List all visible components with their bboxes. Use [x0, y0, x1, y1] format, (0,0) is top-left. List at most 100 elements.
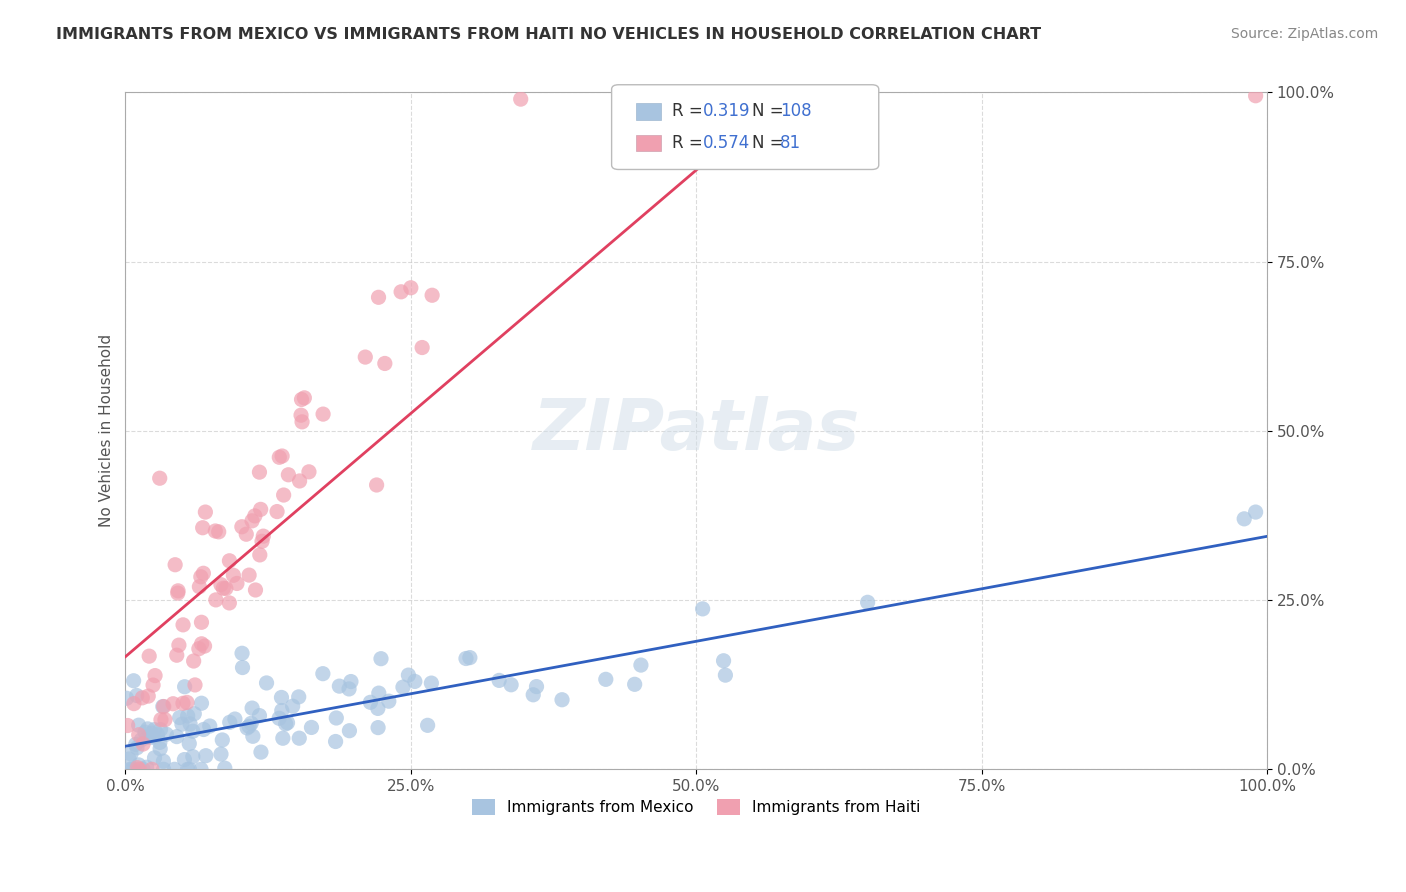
- Immigrants from Haiti: [218, 554, 240, 568]
- Immigrants from Mexico: [301, 721, 323, 735]
- Immigrants from Haiti: [191, 521, 214, 535]
- Immigrants from Haiti: [269, 450, 291, 465]
- Immigrants from Mexico: [125, 689, 148, 703]
- Immigrants from Haiti: [509, 92, 531, 106]
- Immigrants from Mexico: [526, 680, 548, 694]
- Immigrants from Mexico: [209, 747, 232, 761]
- Immigrants from Mexico: [367, 701, 389, 715]
- Immigrants from Mexico: [236, 721, 259, 735]
- Immigrants from Mexico: [240, 716, 263, 731]
- Immigrants from Haiti: [231, 520, 253, 534]
- Immigrants from Haiti: [205, 593, 228, 607]
- Immigrants from Mexico: [211, 733, 233, 747]
- Immigrants from Mexico: [176, 762, 198, 776]
- Immigrants from Haiti: [172, 618, 194, 632]
- Immigrants from Mexico: [231, 646, 253, 660]
- Text: N =: N =: [752, 134, 789, 152]
- Immigrants from Mexico: [240, 701, 263, 715]
- Immigrants from Mexico: [179, 717, 201, 731]
- Immigrants from Haiti: [245, 582, 267, 597]
- Immigrants from Mexico: [136, 731, 159, 745]
- Immigrants from Mexico: [238, 719, 260, 733]
- Immigrants from Haiti: [167, 638, 190, 652]
- Immigrants from Haiti: [266, 505, 288, 519]
- Immigrants from Mexico: [125, 738, 148, 752]
- Immigrants from Mexico: [143, 723, 166, 737]
- Immigrants from Mexico: [115, 691, 138, 706]
- Immigrants from Haiti: [243, 508, 266, 523]
- Immigrants from Mexico: [256, 676, 278, 690]
- Immigrants from Haiti: [132, 737, 155, 751]
- Immigrants from Haiti: [184, 678, 207, 692]
- Immigrants from Mexico: [714, 668, 737, 682]
- Immigrants from Mexico: [136, 722, 159, 736]
- Immigrants from Haiti: [128, 728, 150, 742]
- Immigrants from Mexico: [125, 740, 148, 755]
- Immigrants from Mexico: [190, 762, 212, 776]
- Immigrants from Haiti: [290, 392, 312, 407]
- Immigrants from Haiti: [122, 697, 145, 711]
- Immigrants from Haiti: [290, 408, 312, 422]
- Text: 0.319: 0.319: [703, 103, 751, 120]
- Immigrants from Haiti: [249, 548, 271, 562]
- Immigrants from Mexico: [194, 748, 217, 763]
- Immigrants from Mexico: [141, 726, 163, 740]
- Immigrants from Haiti: [149, 713, 172, 727]
- Text: IMMIGRANTS FROM MEXICO VS IMMIGRANTS FROM HAITI NO VEHICLES IN HOUSEHOLD CORRELA: IMMIGRANTS FROM MEXICO VS IMMIGRANTS FRO…: [56, 27, 1042, 42]
- Immigrants from Mexico: [128, 718, 150, 732]
- Immigrants from Mexico: [287, 690, 309, 704]
- Immigrants from Mexico: [163, 762, 186, 776]
- Text: Source: ZipAtlas.com: Source: ZipAtlas.com: [1230, 27, 1378, 41]
- Immigrants from Mexico: [416, 718, 439, 732]
- Immigrants from Mexico: [250, 745, 273, 759]
- Immigrants from Haiti: [240, 514, 263, 528]
- Immigrants from Haiti: [249, 502, 271, 516]
- Immigrants from Mexico: [134, 725, 156, 739]
- Immigrants from Mexico: [173, 753, 195, 767]
- Y-axis label: No Vehicles in Household: No Vehicles in Household: [100, 334, 114, 527]
- Immigrants from Mexico: [501, 678, 523, 692]
- Immigrants from Mexico: [122, 762, 145, 776]
- Immigrants from Mexico: [149, 741, 172, 756]
- Immigrants from Mexico: [392, 680, 415, 694]
- Immigrants from Haiti: [138, 649, 160, 664]
- Immigrants from Haiti: [127, 761, 149, 775]
- Immigrants from Mexico: [190, 696, 212, 710]
- Immigrants from Haiti: [167, 583, 190, 598]
- Immigrants from Mexico: [152, 762, 174, 776]
- Immigrants from Mexico: [132, 762, 155, 776]
- Text: R =: R =: [672, 134, 709, 152]
- Immigrants from Haiti: [218, 596, 240, 610]
- Immigrants from Mexico: [420, 676, 443, 690]
- Immigrants from Haiti: [183, 654, 205, 668]
- Immigrants from Mexico: [173, 680, 195, 694]
- Immigrants from Mexico: [276, 715, 298, 730]
- Immigrants from Mexico: [170, 717, 193, 731]
- Immigrants from Mexico: [120, 747, 142, 761]
- Immigrants from Haiti: [389, 285, 412, 299]
- Immigrants from Mexico: [288, 731, 311, 746]
- Immigrants from Mexico: [856, 595, 879, 609]
- Immigrants from Mexico: [339, 723, 361, 738]
- Immigrants from Haiti: [367, 290, 389, 304]
- Immigrants from Haiti: [142, 678, 165, 692]
- Immigrants from Haiti: [354, 350, 377, 364]
- Immigrants from Haiti: [117, 718, 139, 732]
- Immigrants from Haiti: [187, 641, 209, 656]
- Immigrants from Haiti: [249, 465, 271, 479]
- Immigrants from Haiti: [374, 356, 396, 370]
- Immigrants from Mexico: [224, 712, 246, 726]
- Immigrants from Mexico: [181, 724, 204, 739]
- Immigrants from Haiti: [143, 668, 166, 682]
- Text: R =: R =: [672, 103, 709, 120]
- Immigrants from Mexico: [249, 708, 271, 723]
- Immigrants from Mexico: [198, 719, 221, 733]
- Immigrants from Haiti: [141, 762, 163, 776]
- Immigrants from Mexico: [328, 679, 350, 693]
- Immigrants from Mexico: [458, 650, 481, 665]
- Immigrants from Mexico: [359, 695, 381, 709]
- Immigrants from Mexico: [231, 660, 253, 674]
- Immigrants from Haiti: [209, 577, 232, 591]
- Immigrants from Haiti: [271, 449, 294, 463]
- Immigrants from Mexico: [152, 754, 174, 768]
